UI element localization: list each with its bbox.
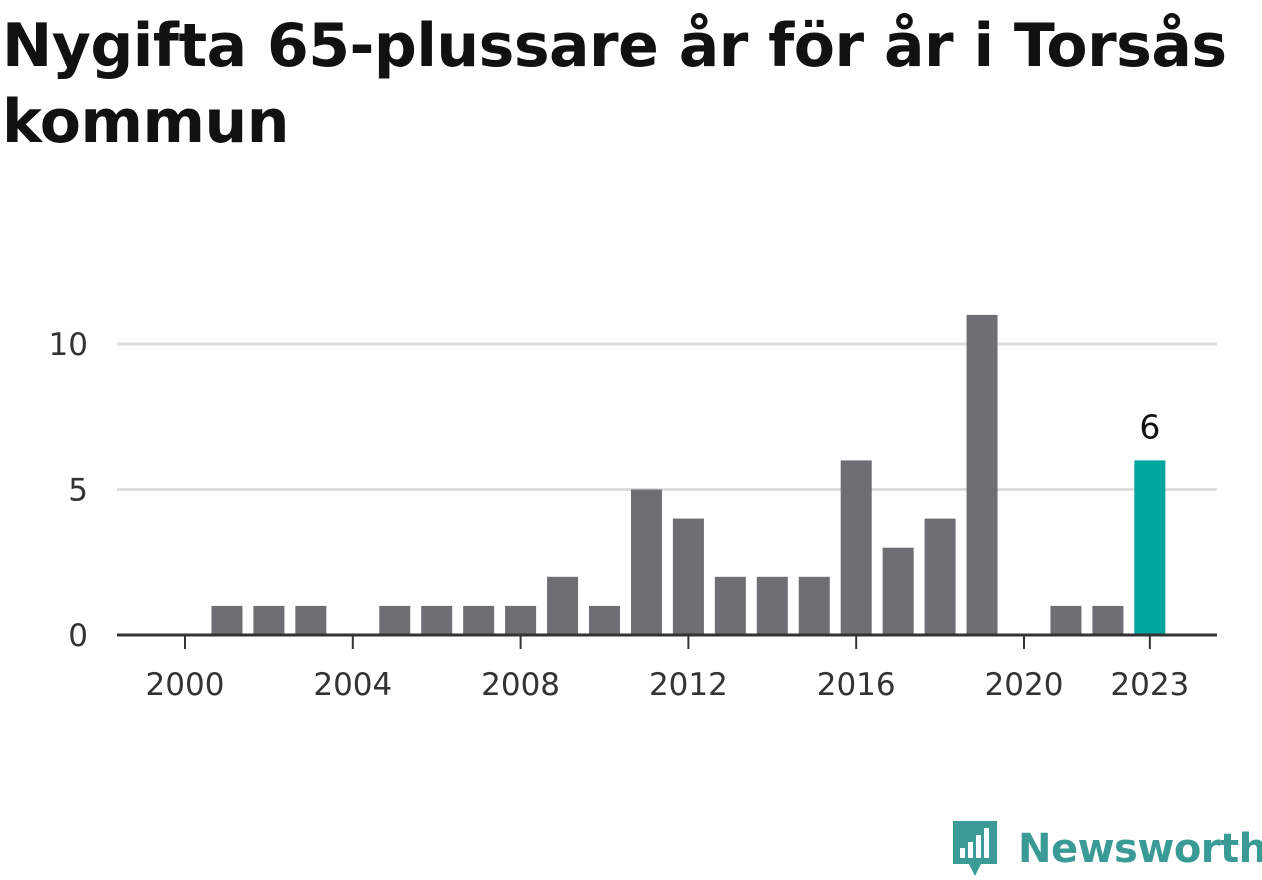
bar-2022: [1092, 605, 1124, 635]
gridlines: [117, 342, 1217, 491]
x-tick-label: 2000: [146, 667, 225, 703]
bar-2011: [630, 489, 662, 635]
bar-2018: [924, 518, 956, 635]
bar-2014: [756, 576, 788, 635]
bar-2017: [882, 547, 914, 635]
bar-2003: [295, 605, 327, 635]
bar-2008: [505, 605, 537, 635]
x-tick-label: 2023: [1110, 667, 1189, 703]
x-tick-label: 2004: [313, 667, 392, 703]
x-tick-label: 2020: [985, 667, 1064, 703]
bar-2021: [1050, 605, 1082, 635]
bar-2005: [379, 605, 411, 635]
y-tick-label: 0: [68, 618, 88, 654]
bar-2001: [211, 605, 243, 635]
brand-logo: Newsworthy: [950, 818, 1262, 880]
chart-title: Nygifta 65-plussare år för år i Torsås k…: [2, 11, 1227, 157]
bar-2007: [463, 605, 495, 635]
bar-2019: [966, 314, 998, 635]
y-tick-label: 10: [49, 327, 88, 363]
newsworthy-logo-icon: [953, 821, 997, 876]
axes: [117, 633, 1217, 649]
bar-2010: [589, 605, 620, 635]
bar-2009: [547, 576, 579, 635]
x-tick-label: 2008: [481, 667, 560, 703]
bar-value-label: 6: [1139, 407, 1160, 446]
labels: 0 5 10 6 2000 2004 2008 2012 2016 2020 2023: [49, 327, 1190, 703]
y-tick-label: 5: [68, 473, 88, 509]
bar-2006: [421, 605, 453, 635]
bar-2015: [798, 576, 830, 635]
bar-2002: [253, 605, 285, 635]
x-tick-label: 2012: [649, 667, 728, 703]
x-tick-label: 2016: [817, 667, 896, 703]
brand-name: Newsworthy: [1018, 826, 1262, 872]
bar-2016: [840, 460, 872, 635]
bars: [211, 314, 1166, 635]
bar-2023: [1134, 460, 1166, 635]
bar-2013: [714, 576, 746, 635]
bar-2012: [672, 518, 704, 635]
